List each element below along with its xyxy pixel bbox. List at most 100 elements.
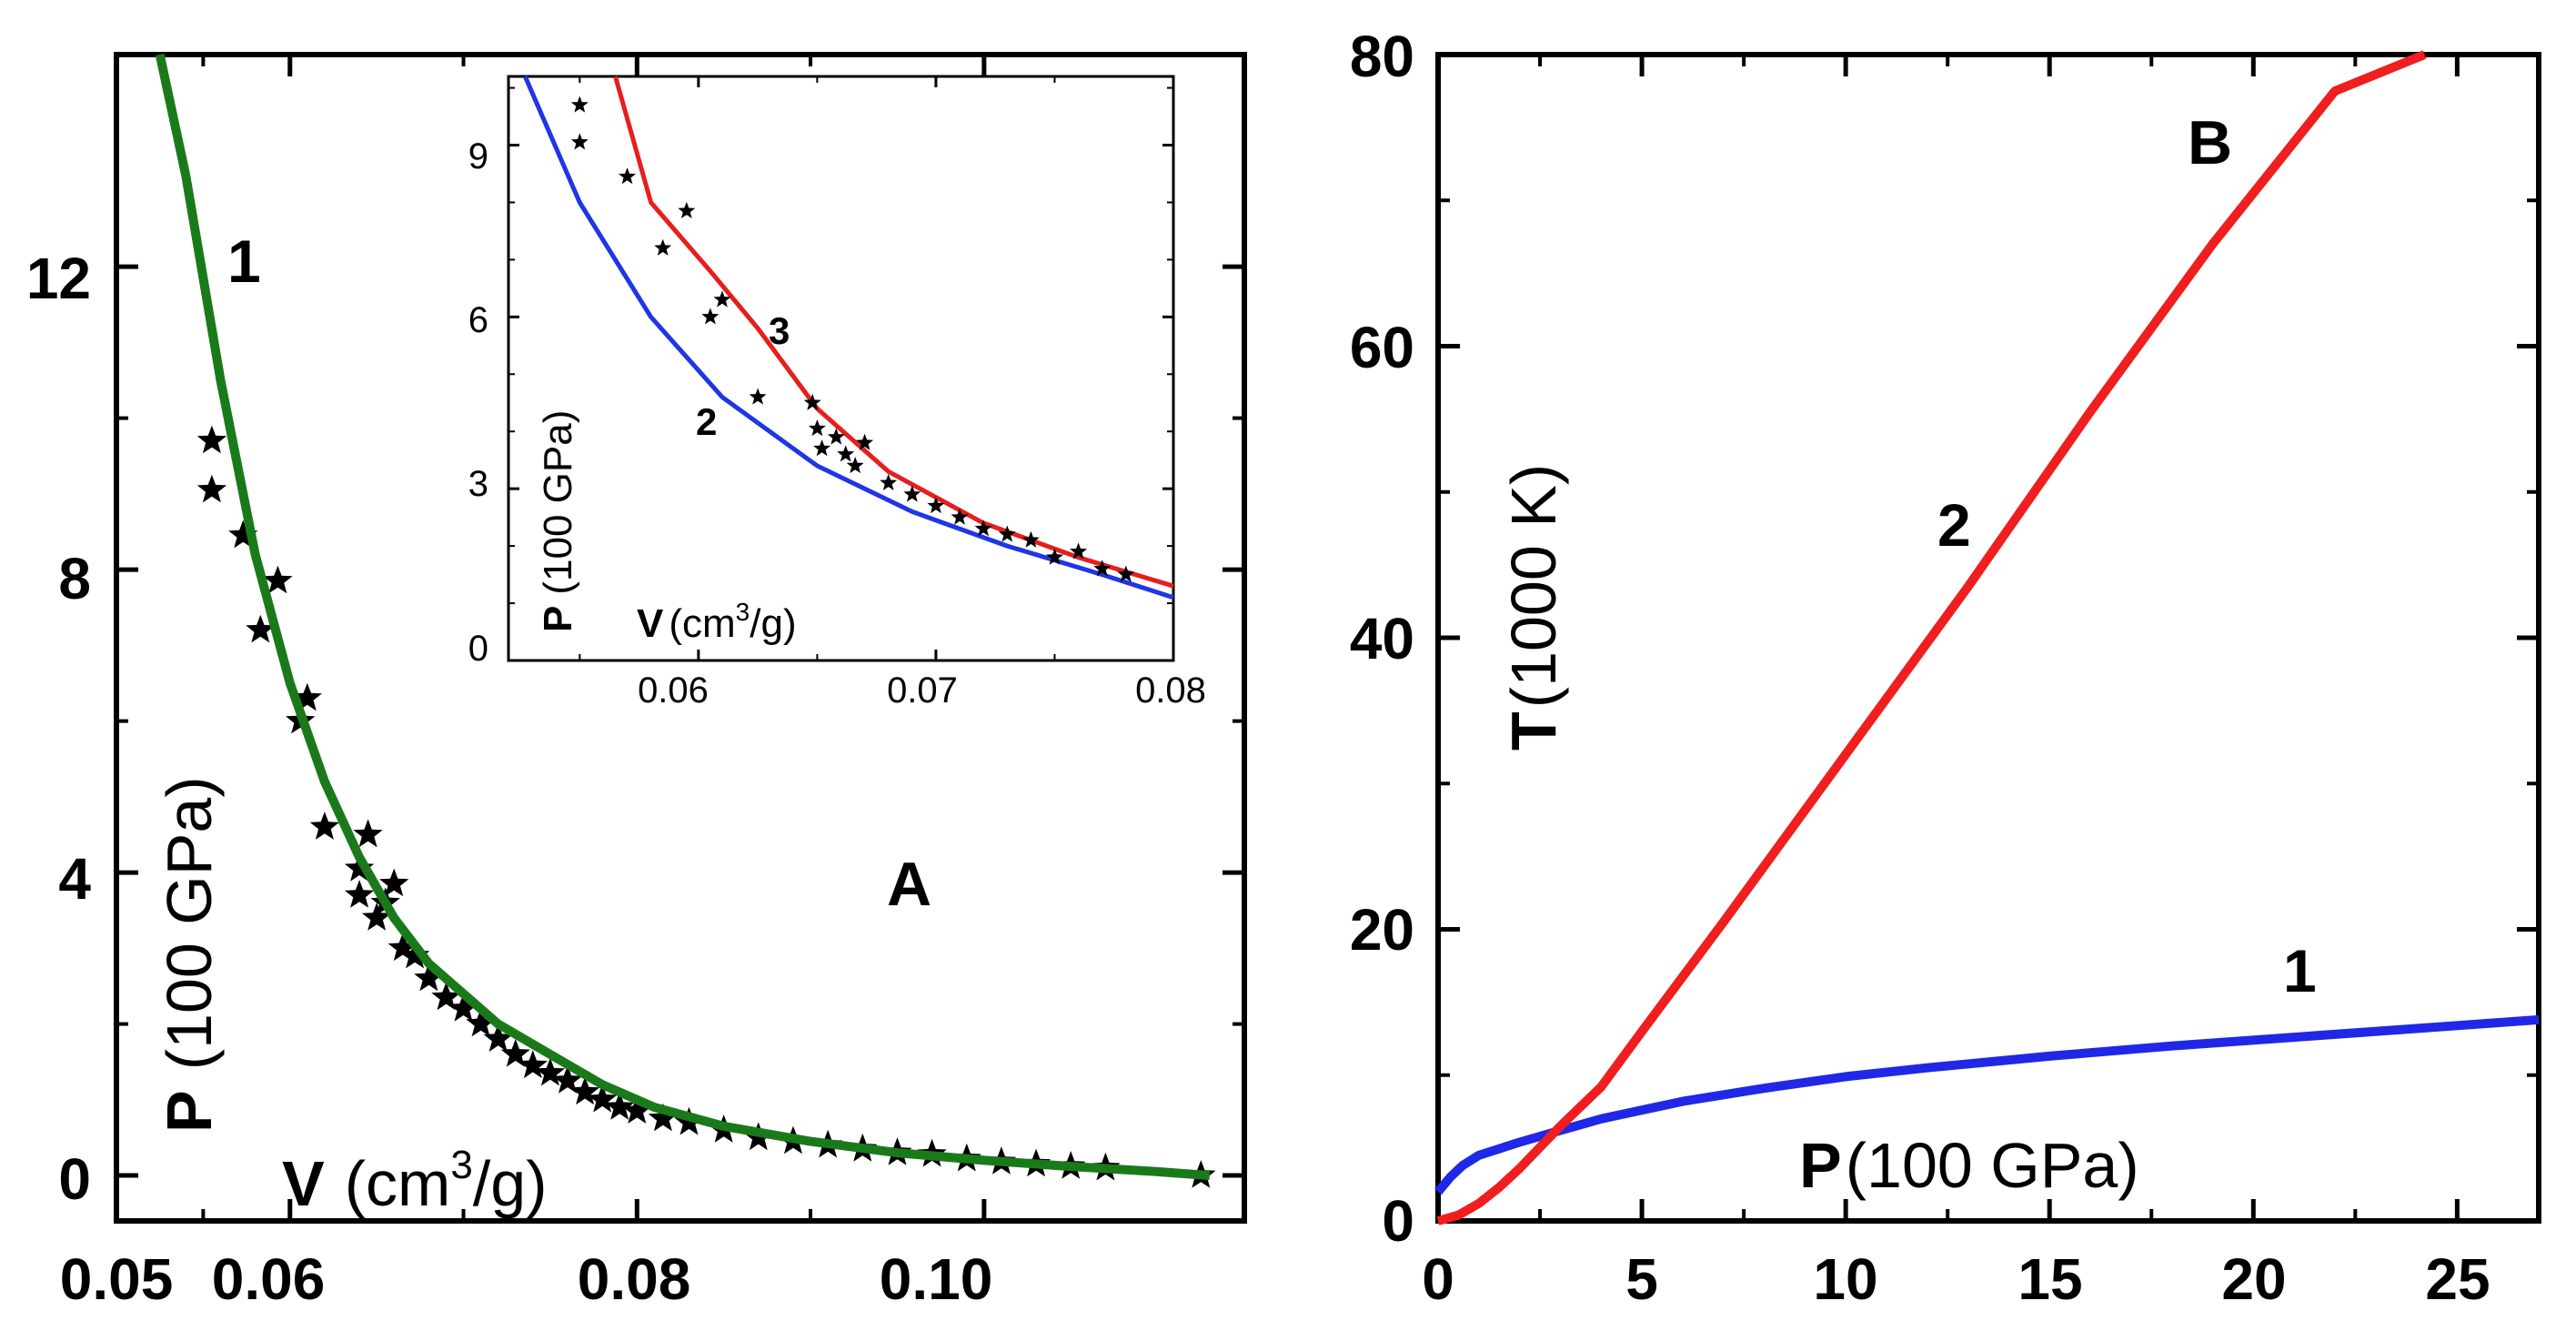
data-point-star [362, 902, 392, 931]
panel-a-xtick-label: 0.06 [212, 1246, 326, 1312]
panel-b-xtick-label: 5 [1625, 1246, 1658, 1312]
data-point-star [344, 852, 375, 882]
inset-ytick-label: 6 [468, 300, 488, 340]
panel-a-ytick-label: 0 [58, 1146, 91, 1212]
data-point-star [196, 425, 227, 454]
panel-a-ytick-label: 4 [58, 846, 91, 912]
inset-ytick-label: 3 [468, 464, 488, 504]
data-point-star [605, 1092, 635, 1120]
data-point-star [448, 993, 478, 1022]
inset-data-point-star [1117, 565, 1135, 582]
inset-xtick-label: 0.06 [638, 671, 709, 711]
data-point-star [414, 963, 444, 992]
panel-b-xtick-label: 20 [2221, 1246, 2286, 1312]
data-point-star [344, 880, 375, 908]
inset-data-point-star [1070, 542, 1088, 560]
data-point-star [569, 1076, 600, 1105]
data-point-star [431, 982, 461, 1011]
panel-b-ytick-label: 80 [1350, 24, 1414, 89]
inset-data-point-star [846, 457, 864, 474]
series-line-1 [1434, 1014, 2540, 1195]
data-point-star [588, 1084, 618, 1113]
inset-data-point-star [713, 290, 731, 308]
panel-b-frame [1435, 52, 2541, 1224]
series-line-1 [155, 53, 1211, 1181]
inset-frame [507, 75, 1175, 662]
curve-label-1: 1 [227, 227, 261, 295]
inset-data-point-star [654, 238, 672, 256]
panel-a-xtick-label: 0.05 [60, 1246, 174, 1312]
panel-a-ylabel: P(100 GPa) [154, 776, 225, 1133]
inset-data-point-star [678, 201, 696, 218]
panel-b-ytick-label: 60 [1350, 315, 1414, 380]
panel-b-xtick-label: 10 [1813, 1246, 1877, 1312]
inset-data-point-star [570, 133, 589, 150]
inset-data-point-star [813, 439, 831, 457]
inset-data-point-star [803, 393, 821, 410]
inset-data-point-star [951, 508, 969, 525]
inset-data-point-star [1093, 560, 1112, 577]
panel-b-data [1434, 50, 2540, 1225]
panel-b-xtick-label: 0 [1422, 1246, 1454, 1312]
inset-data-point-star [837, 445, 855, 462]
inset-data-point-star [749, 388, 767, 405]
inset-ytick-label: 9 [468, 136, 488, 176]
panel-b: 0 5 10 15 20 25 0 20 40 60 80 P(100 GPa)… [1350, 24, 2541, 1312]
panel-b-xtick-label: 15 [2018, 1246, 2082, 1312]
inset-data-point-star [808, 419, 826, 437]
panel-a-ytick-label: 8 [58, 546, 91, 611]
data-point-star [246, 614, 276, 643]
inset-data-point-star [1021, 530, 1040, 548]
panel-b-ytick-label: 20 [1350, 897, 1414, 963]
series-line-2 [1436, 50, 2427, 1225]
panel-a-xtick-label: 0.10 [880, 1246, 993, 1312]
data-point-star [309, 812, 340, 840]
inset-series-line-2 [523, 76, 1174, 600]
panel-b-label: B [2188, 108, 2232, 177]
inset-data-point-star [827, 428, 845, 445]
inset-xtick-label: 0.07 [887, 671, 958, 711]
inset-data-point-star [1046, 548, 1063, 565]
data-point-star [400, 940, 430, 969]
inset-curve-label-3: 3 [769, 309, 790, 352]
data-point-star [552, 1065, 583, 1094]
data-point-star [263, 565, 293, 594]
panel-a-xlabel: V (cm3/g) [282, 1143, 548, 1219]
panel-a-xtick-label: 0.08 [578, 1246, 691, 1312]
inset-data-point-star [880, 473, 898, 490]
curve-label-1: 1 [2283, 937, 2317, 1004]
data-point-star [622, 1095, 652, 1124]
curve-label-2: 2 [1937, 491, 1971, 559]
inset-data-point-star [701, 308, 719, 325]
inset-ylabel: P(100 GPa) [536, 410, 580, 632]
inset-data-point-star [974, 519, 992, 537]
inset-xtick-label: 0.08 [1135, 671, 1206, 711]
inset-xlabel: V (cm3/g) [637, 598, 797, 646]
inset-ticks [508, 76, 1175, 662]
panel-a: 0.05 0.06 0.08 0.10 0 4 8 12 V (cm3/g) P(… [26, 52, 1247, 1312]
inset-data-point-star [570, 96, 589, 113]
data-point-star [500, 1038, 530, 1067]
panel-b-xlabel: P(100 GPa) [1799, 1130, 2139, 1201]
panel-a-ytick-label: 12 [26, 246, 91, 311]
inset-data-point-star [903, 485, 921, 502]
data-point-star [292, 682, 322, 711]
data-point-star [228, 519, 258, 549]
panel-a-frame [114, 52, 1247, 1224]
inset-data-point-star [927, 497, 945, 514]
panel-b-ytick-label: 0 [1382, 1188, 1414, 1254]
inset-ytick-label: 0 [468, 629, 488, 669]
inset-data [523, 76, 1174, 600]
inset-data-point-star [998, 525, 1016, 542]
data-point-star [535, 1057, 566, 1086]
data-point-star [387, 933, 418, 962]
panel-b-ylabel: T(1000 K) [1498, 464, 1569, 751]
data-point-star [648, 1103, 679, 1132]
panel-b-ytick-label: 40 [1350, 606, 1414, 671]
panel-b-ticks [1435, 52, 2539, 1224]
data-point-star [196, 474, 227, 503]
inset-data-point-star [856, 433, 874, 450]
panel-a-inset: 0.06 0.07 0.08 0 3 6 9 V (cm3/g) P(100 GP… [468, 75, 1206, 711]
data-point-star [483, 1023, 513, 1052]
